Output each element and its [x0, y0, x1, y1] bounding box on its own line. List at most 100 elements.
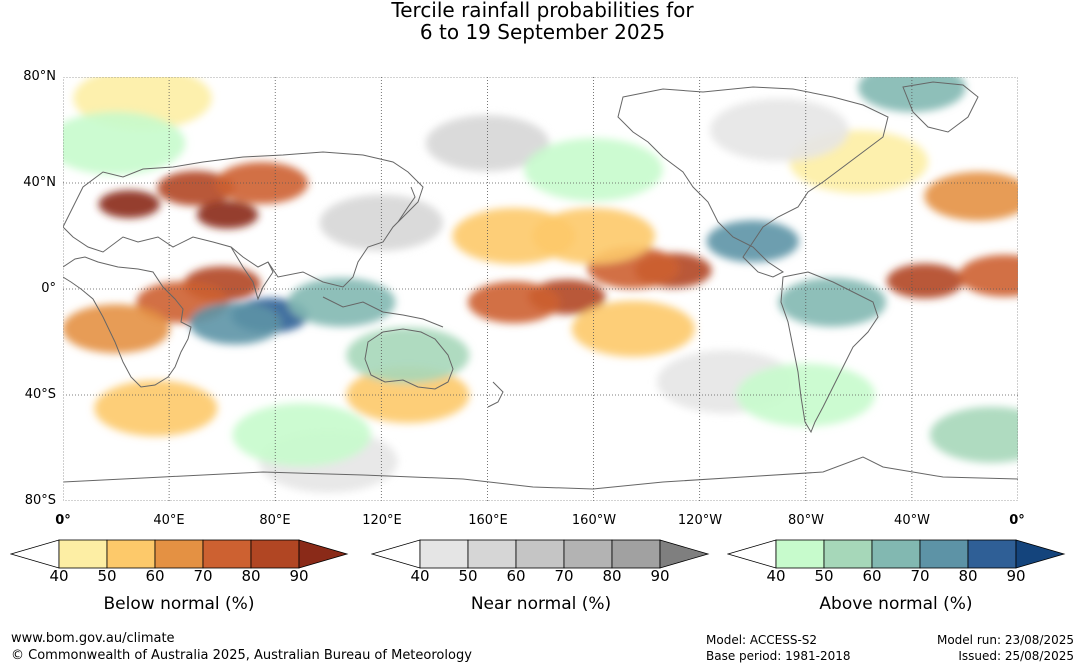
legend-high-arrow	[1015, 539, 1066, 569]
graticule	[63, 77, 1018, 501]
map-canvas	[63, 77, 1018, 501]
legend-tick: 50	[814, 567, 834, 585]
below-normal-patch	[958, 254, 1018, 297]
lon-label-160e: 160°E	[468, 513, 508, 528]
coastline-north-america	[617, 86, 889, 278]
lon-label-40e: 40°E	[153, 513, 185, 528]
rainfall-probability-map	[63, 77, 1018, 501]
above-normal-patch	[706, 220, 799, 263]
legend-tick: 90	[289, 567, 309, 585]
legend-swatch	[106, 539, 156, 569]
legend-high-arrow	[659, 539, 710, 569]
map-border	[63, 77, 1018, 501]
below-normal-patch	[467, 281, 561, 324]
above-normal-patch	[189, 302, 282, 345]
legend-above-normal-bar	[726, 539, 1066, 569]
legend-tick: 40	[49, 567, 69, 585]
above-normal-patch	[63, 111, 186, 175]
lon-label-80w: 80°W	[788, 513, 824, 528]
above-normal-patch	[778, 277, 887, 327]
lat-label-40n: 40°N	[23, 175, 56, 190]
coastline-africa	[63, 256, 192, 388]
lat-label-80n: 80°N	[23, 69, 56, 84]
legend-swatch	[515, 539, 565, 569]
legend-tick: 70	[193, 567, 213, 585]
lon-label-160w: 160°W	[571, 513, 617, 528]
legend-swatch	[823, 539, 873, 569]
legend-below-normal-bar	[9, 539, 349, 569]
website-link[interactable]: www.bom.gov.au/climate	[11, 631, 175, 646]
legend-high-arrow	[298, 539, 349, 569]
lon-label-120e: 120°E	[362, 513, 402, 528]
lon-label-120w: 120°W	[677, 513, 723, 528]
legend-tick: 60	[145, 567, 165, 585]
legend-tick: 50	[458, 567, 478, 585]
legend-near-normal-title: Near normal (%)	[470, 594, 612, 614]
model-run-date: Model run: 23/08/2025	[936, 633, 1074, 647]
base-period: Base period: 1981-2018	[706, 649, 851, 663]
legend-swatch	[967, 539, 1017, 569]
below-normal-patch	[98, 190, 161, 219]
below-normal-patch	[157, 170, 235, 206]
legend-below-normal	[9, 539, 350, 569]
copyright-notice: © Commonwealth of Australia 2025, Austra…	[11, 648, 472, 663]
legend-swatch	[419, 539, 469, 569]
lat-label-equator: 0°	[41, 281, 56, 296]
below-normal-patch	[196, 200, 259, 229]
legend-swatch	[154, 539, 204, 569]
coastline-greenland	[902, 81, 979, 133]
lon-label-40w: 40°W	[894, 513, 930, 528]
coastline-india	[230, 246, 274, 301]
model-name: Model: ACCESS-S2	[706, 633, 818, 647]
legend-tick: 40	[410, 567, 430, 585]
below-normal-patch	[571, 300, 695, 357]
legend-low-arrow	[370, 539, 421, 569]
chart-title-line2: 6 to 19 September 2025	[419, 20, 666, 44]
legend-swatch	[58, 539, 108, 569]
legend-swatch	[563, 539, 613, 569]
below-normal-patch	[94, 380, 218, 437]
issued-date: Issued: 25/08/2025	[958, 649, 1074, 663]
legend-tick: 70	[910, 567, 930, 585]
legend-swatch	[250, 539, 300, 569]
legend-swatch	[775, 539, 825, 569]
coastline-japan	[397, 186, 416, 223]
above-normal-patch	[858, 77, 966, 113]
legend-tick: 80	[602, 567, 622, 585]
legend-tick: 90	[650, 567, 670, 585]
lon-label-0-left: 0°	[55, 513, 71, 528]
legend-near-normal-bar	[370, 539, 710, 569]
above-normal-patch	[287, 277, 396, 327]
legend-tick: 80	[958, 567, 978, 585]
coastline-south-america	[780, 271, 879, 434]
legend-above-normal-title: Above normal (%)	[819, 594, 973, 614]
above-normal-patch	[232, 403, 372, 467]
legend-tick: 60	[862, 567, 882, 585]
legend-swatch	[202, 539, 252, 569]
legend-tick: 90	[1006, 567, 1026, 585]
coastline-indonesia	[322, 296, 444, 328]
below-normal-patch	[924, 171, 1018, 221]
legend-tick: 40	[766, 567, 786, 585]
legend-below-normal-title: Below normal (%)	[103, 594, 255, 614]
coastline-australia	[364, 328, 454, 390]
legend-swatch	[467, 539, 517, 569]
lat-label-80s: 80°S	[24, 493, 56, 508]
coastline-eurasia	[63, 151, 424, 288]
legend-tick: 80	[241, 567, 261, 585]
above-normal-patch	[929, 406, 1018, 463]
above-normal-patch	[524, 138, 663, 202]
lon-label-80e: 80°E	[259, 513, 291, 528]
legend-low-arrow	[9, 539, 60, 569]
legend-above-normal	[726, 539, 1067, 569]
probability-patches	[63, 77, 1018, 493]
chart-title-line1: Tercile rainfall probabilities for	[391, 0, 694, 22]
below-normal-patch	[886, 263, 964, 299]
legend-low-arrow	[726, 539, 777, 569]
below-normal-patch	[346, 367, 470, 423]
legend-tick: 50	[97, 567, 117, 585]
lat-label-40s: 40°S	[24, 387, 56, 402]
legend-swatch	[871, 539, 921, 569]
legend-swatch	[919, 539, 969, 569]
legend-tick: 60	[506, 567, 526, 585]
